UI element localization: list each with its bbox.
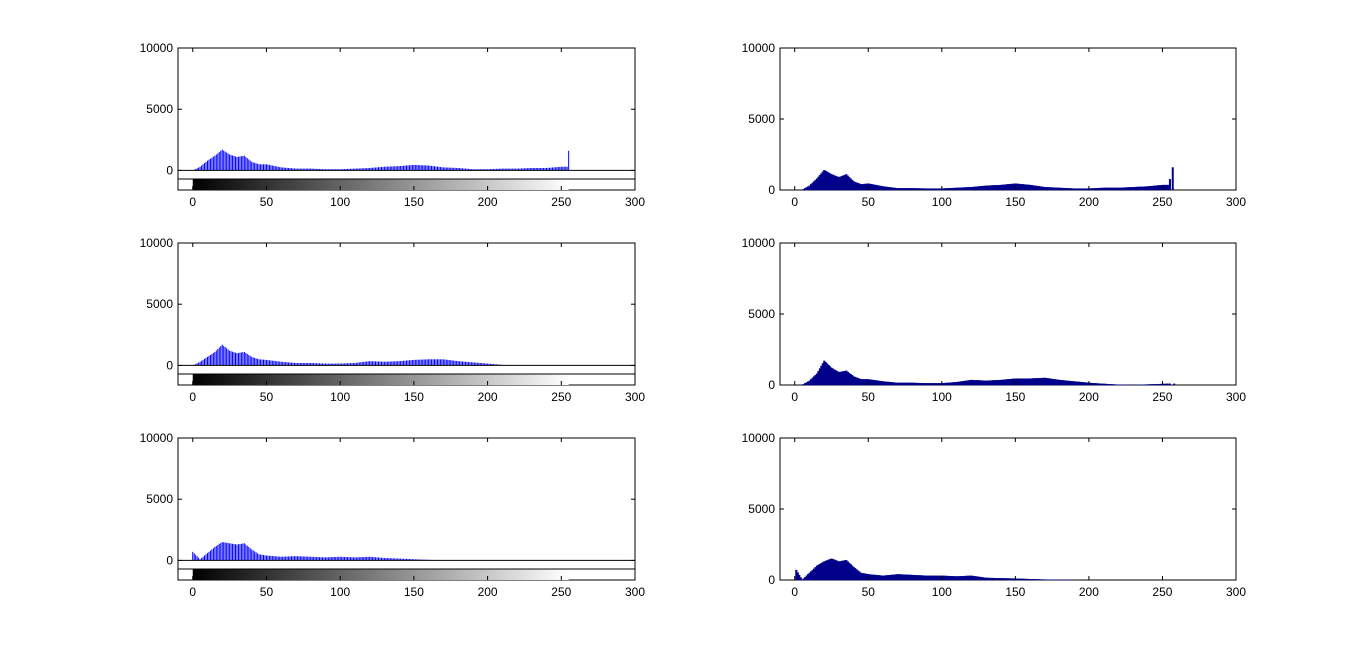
x-tick-label: 150 (1005, 585, 1025, 599)
x-tick-label: 50 (862, 195, 876, 209)
x-axis: 0 50 100 150 200 250 300 (189, 438, 645, 599)
x-tick-label: 0 (189, 195, 196, 209)
x-tick-label: 50 (862, 585, 876, 599)
y-tick-label: 10000 (742, 431, 776, 445)
x-tick-label: 200 (1079, 390, 1099, 404)
y-tick-label: 5000 (748, 502, 775, 516)
y-tick-label: 10000 (742, 236, 776, 250)
chart-left-3: 0 50 100 150 200 250 300 0 5000 10000 (140, 431, 646, 599)
y-tick-label: 5000 (748, 307, 775, 321)
x-tick-label: 250 (551, 585, 571, 599)
x-tick-label: 100 (330, 195, 350, 209)
axes-box (177, 437, 636, 581)
x-tick-label: 50 (862, 390, 876, 404)
x-tick-label: 100 (932, 195, 952, 209)
bar (1168, 178, 1171, 191)
bar-series (795, 558, 1074, 581)
x-tick-label: 50 (260, 195, 274, 209)
y-tick-label: 5000 (146, 492, 173, 506)
x-tick-label: 50 (260, 585, 274, 599)
chart-left-1: 0 50 100 150 200 250 300 0 5000 10000 (140, 41, 646, 209)
axes-box (779, 437, 1237, 581)
grayscale-colorbar (192, 569, 569, 580)
x-tick-label: 150 (404, 585, 424, 599)
grayscale-colorbar (192, 374, 569, 385)
x-tick-label: 0 (189, 390, 196, 404)
y-tick-label: 0 (768, 378, 775, 392)
y-tick-label: 5000 (146, 102, 173, 116)
x-tick-label: 200 (478, 195, 498, 209)
x-tick-label: 0 (791, 195, 798, 209)
x-tick-label: 300 (625, 390, 645, 404)
y-tick-label: 5000 (748, 112, 775, 126)
bar-series (802, 360, 1176, 386)
x-tick-label: 300 (625, 195, 645, 209)
x-tick-label: 300 (1226, 195, 1246, 209)
x-tick-label: 200 (478, 390, 498, 404)
y-axis: 0 5000 10000 (742, 41, 1236, 197)
x-axis: 0 50 100 150 200 250 300 (791, 438, 1246, 599)
x-tick-label: 0 (791, 390, 798, 404)
x-axis: 0 50 100 150 200 250 300 (189, 48, 645, 209)
chart-right-2: 0 50 100 150 200 250 300 0 5000 10000 (742, 236, 1247, 404)
x-tick-label: 100 (330, 390, 350, 404)
x-tick-label: 150 (404, 390, 424, 404)
x-tick-label: 200 (478, 585, 498, 599)
x-tick-label: 200 (1079, 195, 1099, 209)
bar-series (193, 344, 517, 366)
y-tick-label: 10000 (140, 236, 174, 250)
y-axis: 0 5000 10000 (140, 236, 635, 372)
x-tick-label: 100 (932, 390, 952, 404)
x-tick-label: 300 (1226, 390, 1246, 404)
x-axis: 0 50 100 150 200 250 300 (791, 243, 1246, 404)
x-tick-label: 250 (1152, 585, 1172, 599)
x-tick-label: 200 (1079, 585, 1099, 599)
x-tick-label: 150 (1005, 195, 1025, 209)
x-tick-label: 100 (932, 585, 952, 599)
x-tick-label: 300 (1226, 585, 1246, 599)
bar (799, 577, 802, 581)
y-tick-label: 10000 (140, 41, 174, 55)
y-tick-label: 10000 (742, 41, 776, 55)
y-axis: 0 5000 10000 (742, 236, 1236, 392)
x-tick-label: 300 (625, 585, 645, 599)
x-tick-label: 0 (791, 585, 798, 599)
axes-box (779, 242, 1237, 386)
x-tick-label: 150 (404, 195, 424, 209)
x-tick-label: 250 (1152, 390, 1172, 404)
x-axis: 0 50 100 150 200 250 300 (791, 48, 1246, 209)
x-tick-label: 50 (260, 390, 274, 404)
bar (1168, 383, 1171, 386)
y-tick-label: 10000 (140, 431, 174, 445)
y-axis: 0 5000 10000 (140, 41, 635, 177)
y-axis: 0 5000 10000 (742, 431, 1236, 587)
chart-right-3: 0 50 100 150 200 250 300 0 5000 10000 (742, 431, 1247, 599)
y-axis: 0 5000 10000 (140, 431, 635, 567)
x-axis: 0 50 100 150 200 250 300 (189, 243, 645, 404)
y-tick-label: 0 (166, 553, 173, 567)
y-tick-label: 0 (166, 163, 173, 177)
x-tick-label: 250 (551, 390, 571, 404)
x-tick-label: 100 (330, 585, 350, 599)
x-tick-label: 150 (1005, 390, 1025, 404)
y-tick-label: 5000 (146, 297, 173, 311)
y-tick-label: 0 (166, 358, 173, 372)
x-tick-label: 0 (189, 585, 196, 599)
x-tick-label: 250 (551, 195, 571, 209)
x-tick-label: 250 (1152, 195, 1172, 209)
y-tick-label: 0 (768, 183, 775, 197)
chart-right-1: 0 50 100 150 200 250 300 0 5000 10000 (742, 41, 1247, 209)
grayscale-colorbar (192, 179, 569, 190)
axes-box (779, 47, 1237, 191)
y-tick-label: 0 (768, 573, 775, 587)
chart-left-2: 0 50 100 150 200 250 300 0 5000 10000 (140, 236, 646, 404)
bar-series (193, 149, 570, 171)
